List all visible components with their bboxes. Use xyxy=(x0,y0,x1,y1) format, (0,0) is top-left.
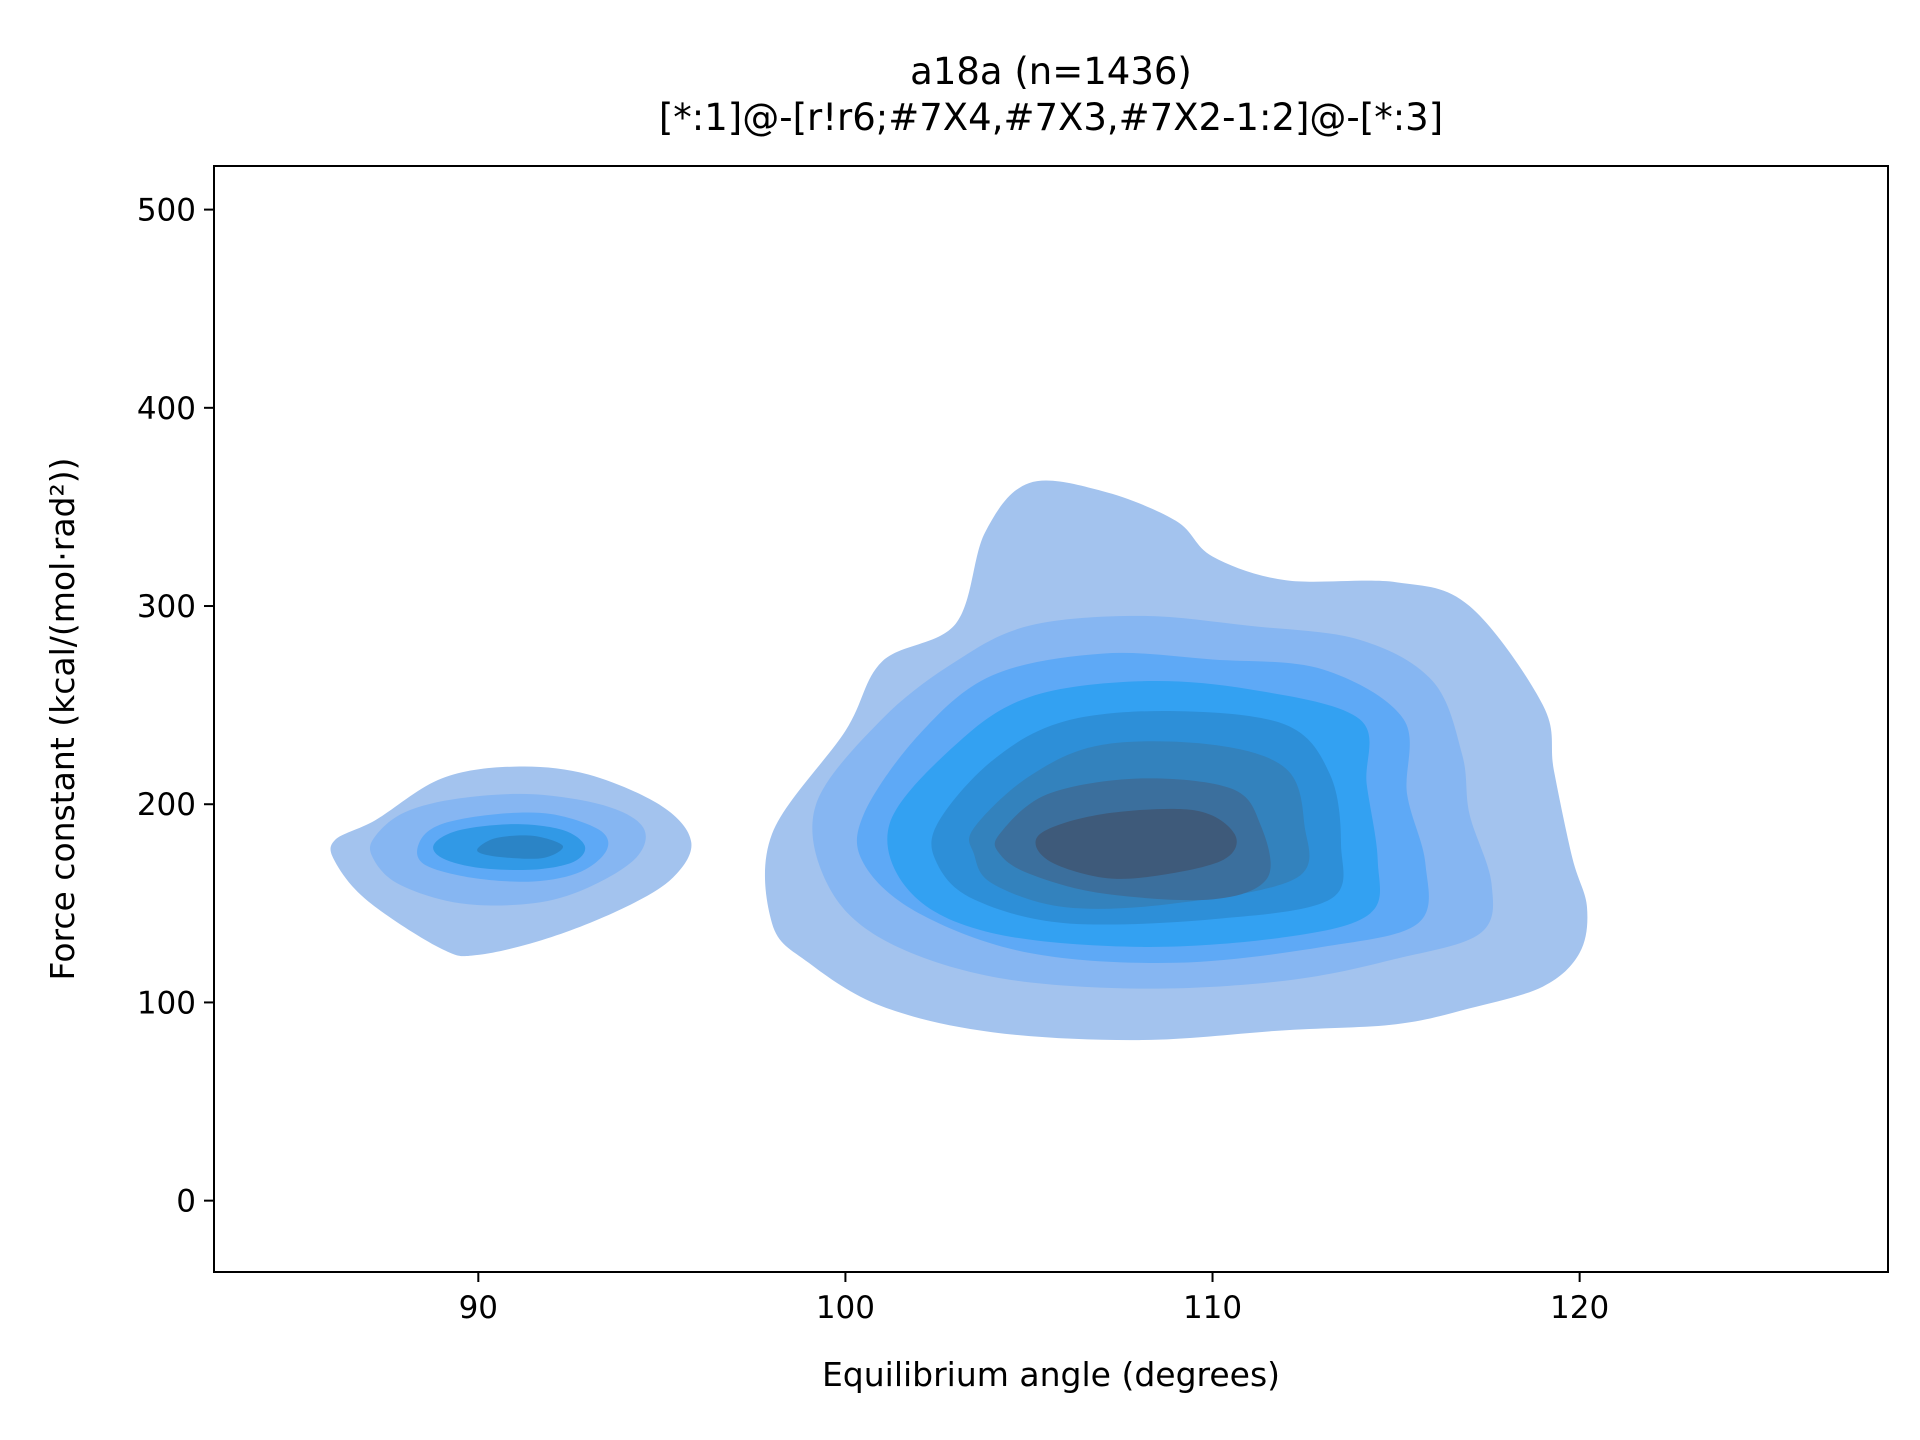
x-tick-label: 120 xyxy=(1550,1290,1609,1326)
x-axis-label: Equilibrium angle (degrees) xyxy=(822,1355,1280,1394)
density-contours xyxy=(330,480,1588,1041)
density-contour-cluster2-level8 xyxy=(1035,808,1237,879)
chart-subtitle: [*:1]@-[r!r6;#7X4,#7X3,#7X2-1:2]@-[*:3] xyxy=(659,96,1443,139)
chart-title: a18a (n=1436) xyxy=(910,50,1192,93)
y-tick-label: 200 xyxy=(137,787,196,823)
y-axis: 0 100 200 300 400 500 xyxy=(137,193,214,1220)
y-tick-label: 100 xyxy=(137,985,196,1021)
x-axis: 90 100 110 120 xyxy=(459,1272,1609,1326)
y-tick-label: 300 xyxy=(137,589,196,625)
x-tick-label: 100 xyxy=(816,1290,875,1326)
y-axis-label: Force constant (kcal/(mol·rad²)) xyxy=(43,458,82,981)
x-tick-label: 110 xyxy=(1183,1290,1242,1326)
y-tick-label: 0 xyxy=(176,1184,196,1220)
y-tick-label: 500 xyxy=(137,193,196,229)
density-contour-cluster1-level5 xyxy=(477,835,563,859)
plot-frame xyxy=(213,165,1889,1273)
x-tick-label: 90 xyxy=(459,1290,498,1326)
y-tick-label: 400 xyxy=(137,391,196,427)
